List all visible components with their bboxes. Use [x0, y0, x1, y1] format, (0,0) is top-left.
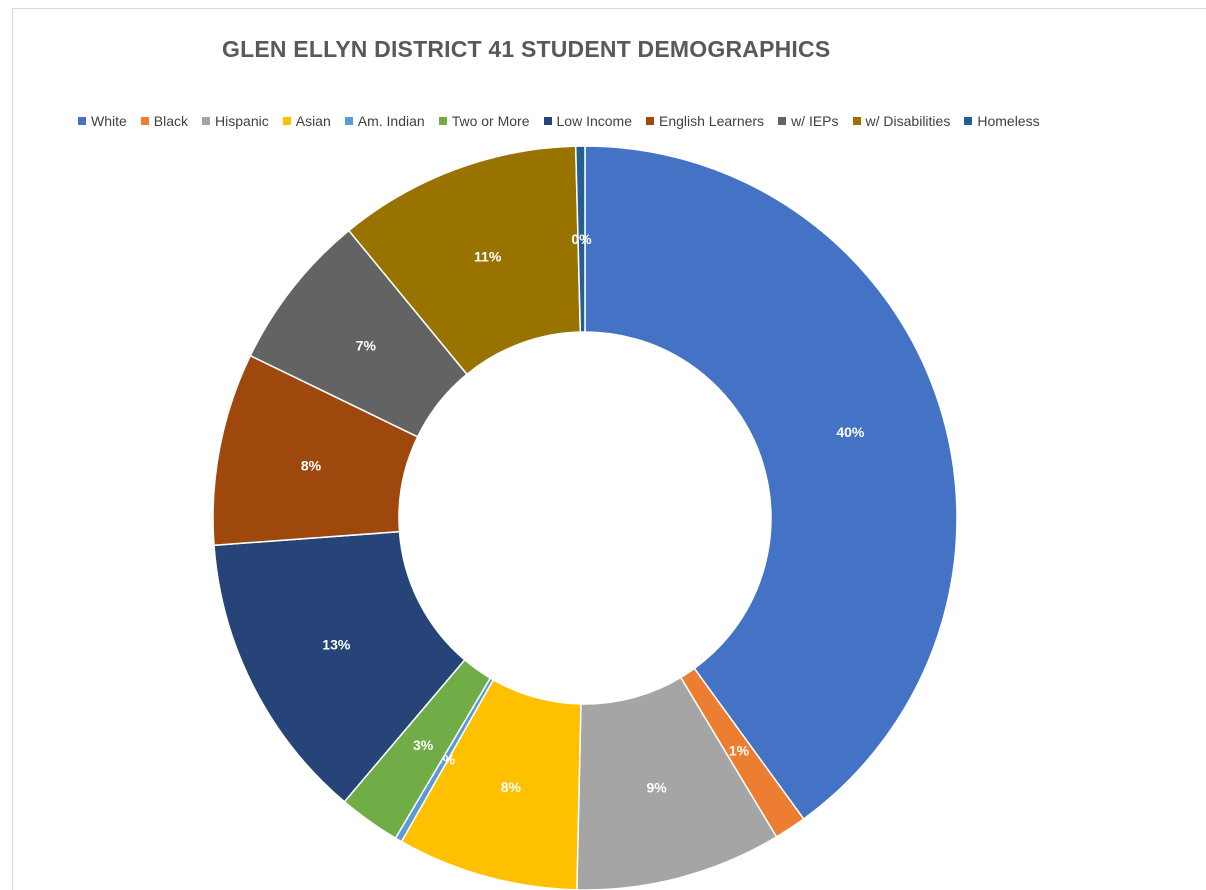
data-label-white: 40% — [836, 424, 865, 440]
data-label-homeless: 0% — [571, 231, 592, 247]
data-label-hispanic: 9% — [646, 780, 667, 796]
data-label-w-ieps: 7% — [356, 337, 377, 353]
data-label-w-disabilities: 11% — [474, 249, 502, 265]
data-label-two-or-more: 3% — [413, 737, 434, 753]
data-label-low-income: 13% — [322, 636, 351, 652]
data-label-asian: 8% — [501, 779, 522, 795]
data-label-english-learners: 8% — [301, 458, 322, 474]
data-label-black: 1% — [729, 743, 750, 759]
